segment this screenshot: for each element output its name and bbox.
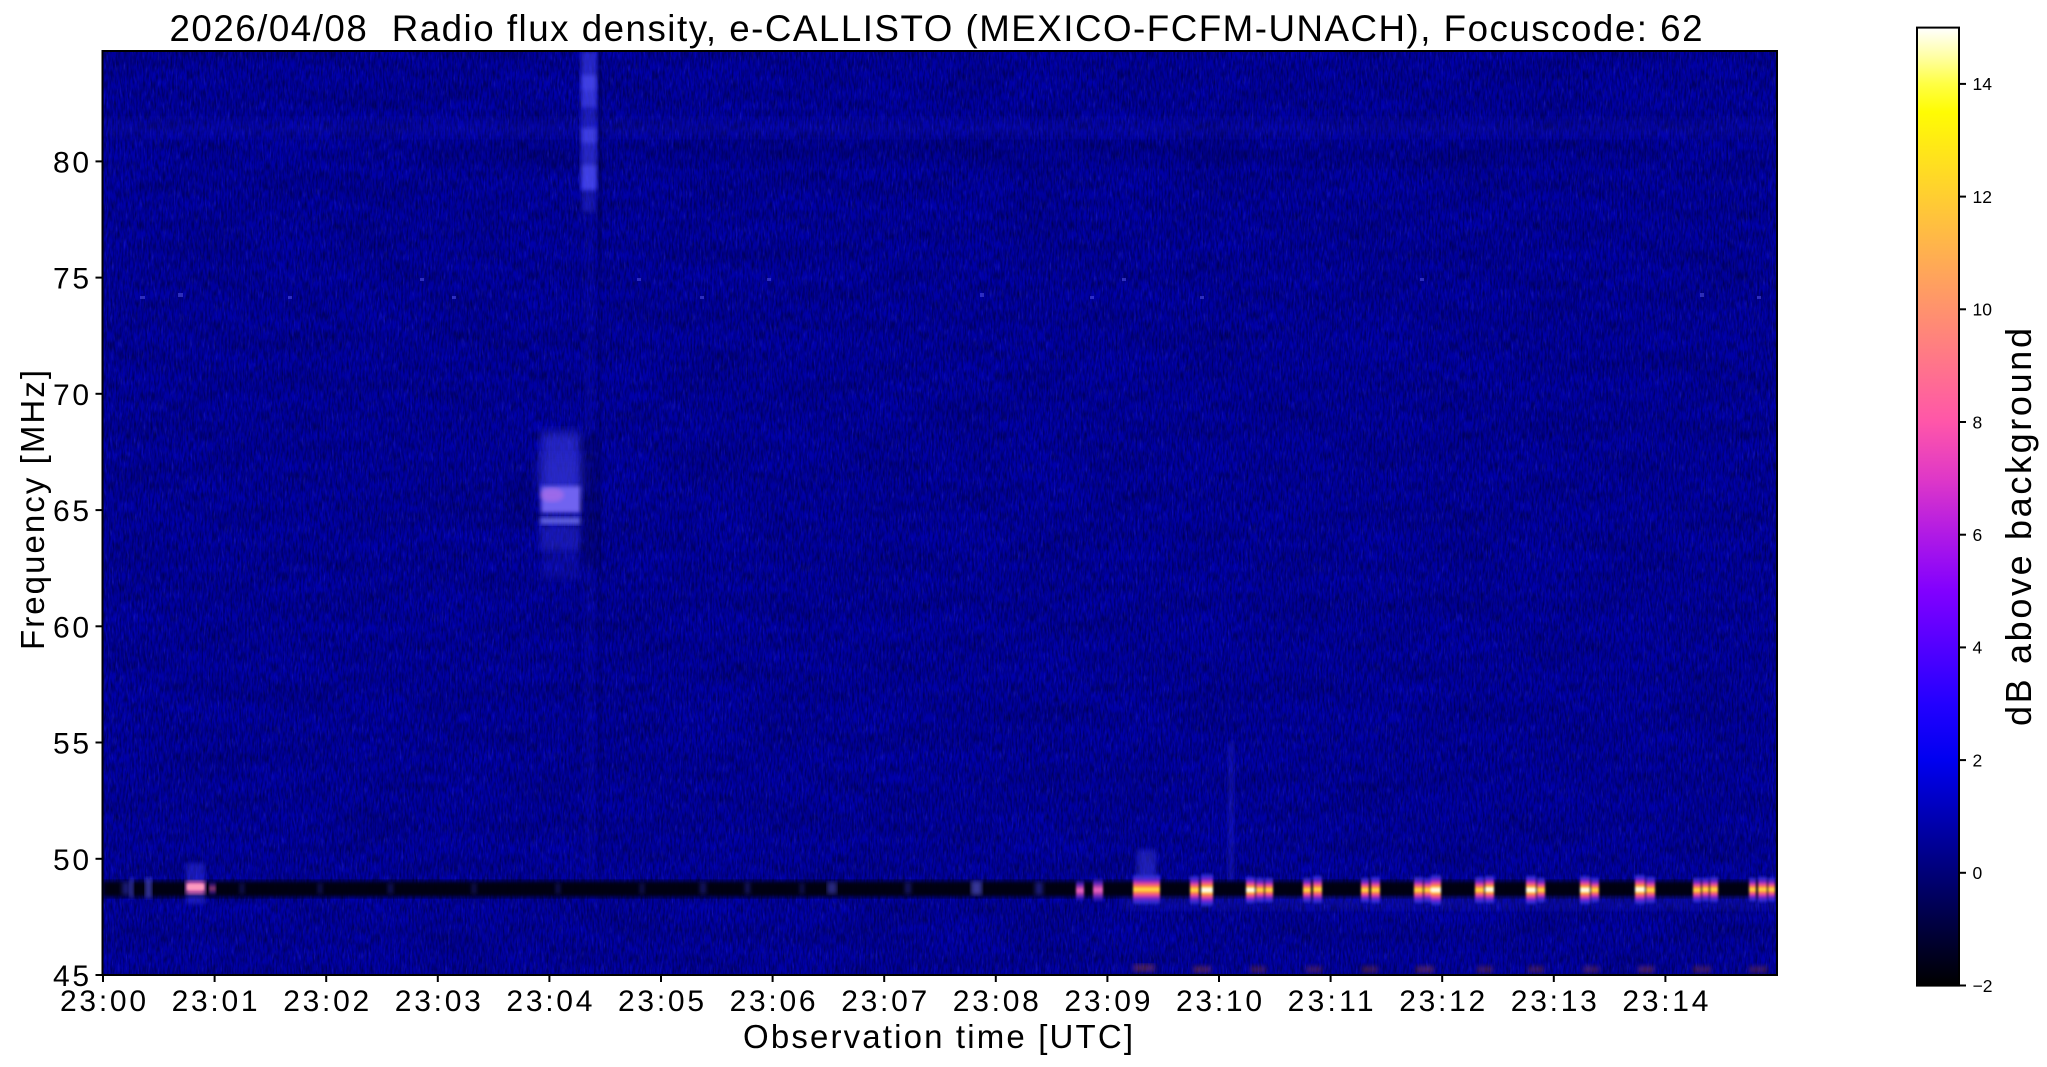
svg-text:0: 0 (1973, 863, 1983, 883)
svg-text:23:07: 23:07 (841, 985, 927, 1018)
svg-text:4: 4 (1973, 638, 1983, 658)
svg-text:2: 2 (1973, 750, 1983, 770)
svg-text:23:11: 23:11 (1288, 985, 1374, 1018)
svg-text:23:13: 23:13 (1511, 985, 1597, 1018)
svg-text:dB above background: dB above background (1998, 328, 2039, 726)
svg-text:14: 14 (1973, 74, 1993, 94)
svg-text:Frequency [MHz]: Frequency [MHz] (14, 370, 51, 650)
svg-text:10: 10 (1973, 300, 1993, 320)
svg-text:8: 8 (1973, 412, 1983, 432)
svg-text:23:08: 23:08 (953, 985, 1039, 1018)
svg-text:23:01: 23:01 (172, 985, 258, 1018)
svg-text:23:09: 23:09 (1064, 985, 1150, 1018)
svg-text:2026/04/08 Radio flux density: 2026/04/08 Radio flux density, e-CALLIST… (170, 8, 1703, 49)
svg-text:23:03: 23:03 (395, 985, 481, 1018)
svg-text:6: 6 (1973, 525, 1983, 545)
svg-text:23:10: 23:10 (1176, 985, 1262, 1018)
svg-text:−2: −2 (1973, 976, 1993, 996)
svg-text:23:04: 23:04 (506, 985, 592, 1018)
svg-text:23:05: 23:05 (618, 985, 704, 1018)
svg-text:23:00: 23:00 (60, 985, 146, 1018)
svg-text:23:14: 23:14 (1622, 985, 1708, 1018)
svg-text:12: 12 (1973, 187, 1992, 207)
svg-text:23:06: 23:06 (730, 985, 816, 1018)
svg-text:23:02: 23:02 (283, 985, 369, 1018)
svg-text:23:12: 23:12 (1399, 985, 1485, 1018)
